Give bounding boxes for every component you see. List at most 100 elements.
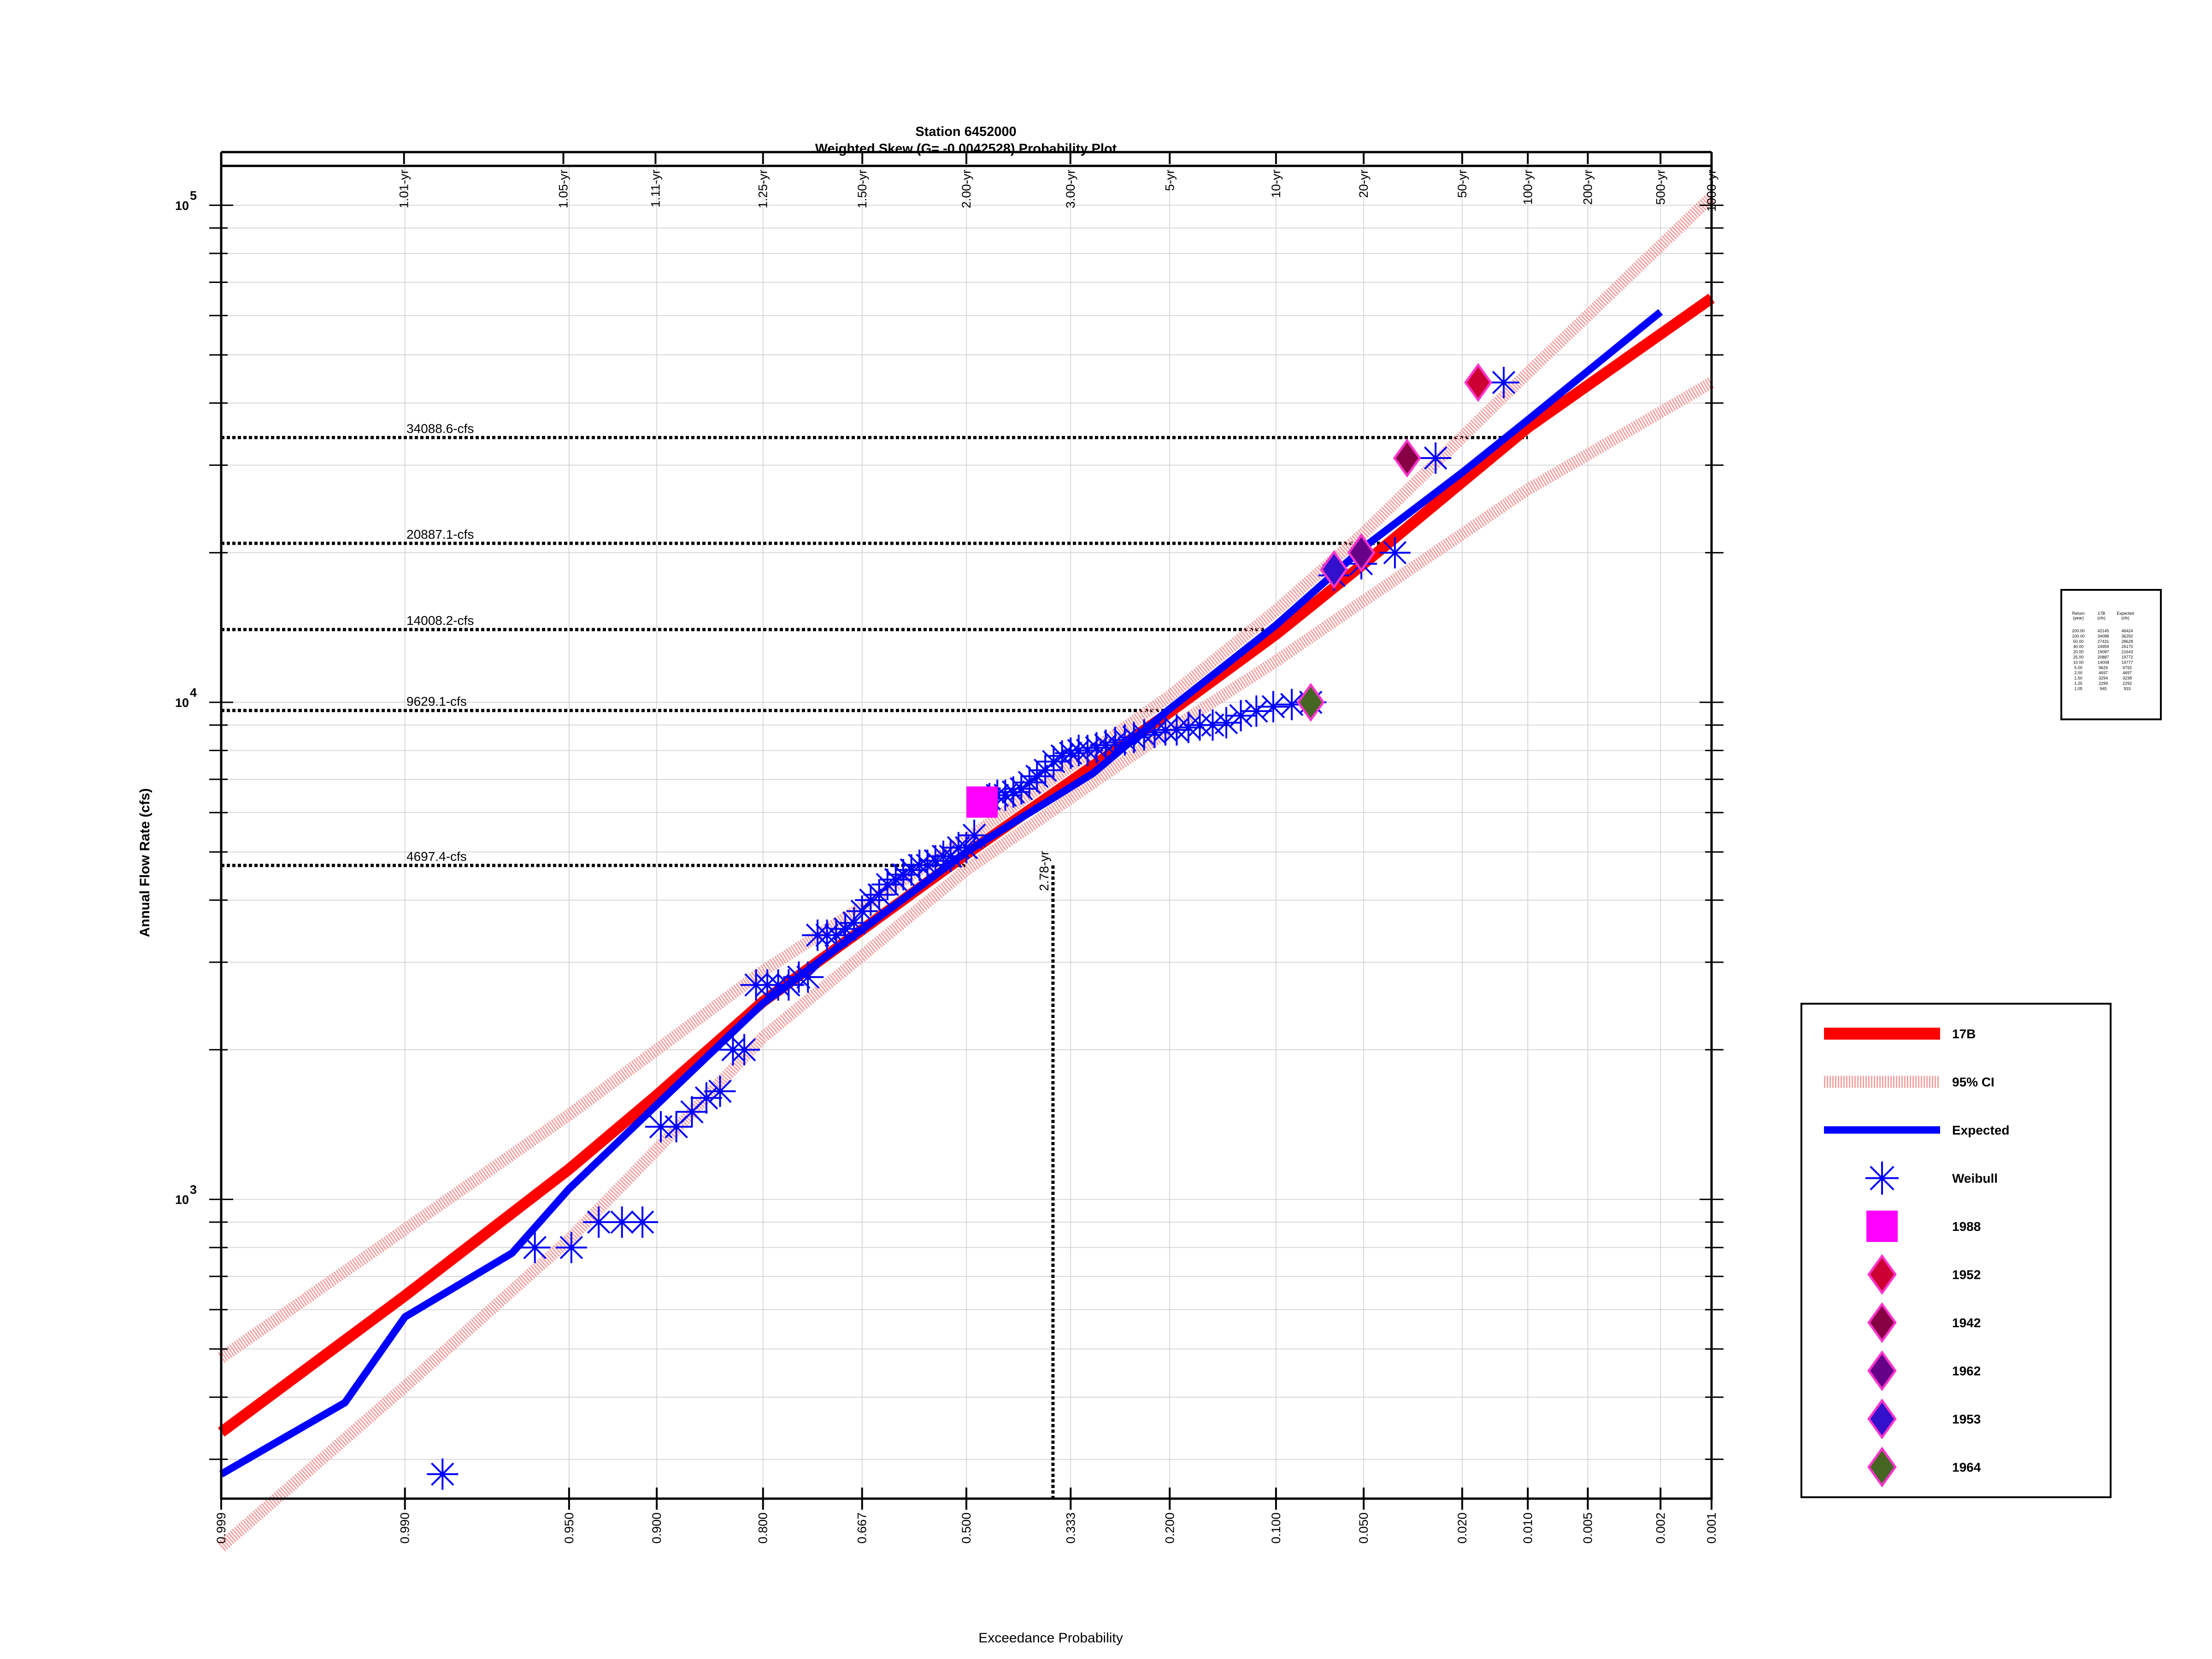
top-tick-label: 500-yr [1653,170,1667,205]
table-cell: 5.00 [2074,665,2083,670]
table-cell: 3294 [2099,676,2108,681]
table-cell: 945 [2100,686,2106,691]
weibull-point [1090,729,1122,761]
legend: 17B 95% CI Expected Weibull 1988 1952 1942 1962… [1800,1003,2112,1498]
x-axis-title: Exceedance Probability [978,1630,1123,1646]
weibull-point [888,859,919,891]
table-cell: 26170 [2121,644,2133,649]
weibull-point [1241,695,1272,727]
table-cell: 40.00 [2073,644,2084,649]
legend-swatch [1867,1302,1897,1343]
weibull-point [660,1111,692,1143]
y-tick-label: 104 [175,686,197,710]
table-cell: 9792 [2123,665,2132,670]
x-tick-label: 0.999 [214,1512,228,1544]
weibull-point [792,961,824,993]
table-cell: 19772 [2121,655,2133,659]
x-tick-label: 0.001 [1705,1512,1718,1544]
legend-swatch [1867,1447,1897,1488]
weibull-point [1420,442,1452,474]
chart-title: Station 6452000 [915,124,1016,139]
weibull-point [871,869,903,900]
weibull-point [555,1232,587,1264]
x-tick-label: 0.005 [1581,1512,1595,1544]
top-tick-label: 1.05-yr [557,170,571,208]
weibull-point [1013,766,1045,798]
legend-swatch [1866,1211,1898,1242]
x-tick-label: 0.667 [855,1512,869,1544]
reference-level-label: 20887.1-cfs [406,527,474,541]
reference-level-label: 9629.1-cfs [406,694,467,709]
top-tick-label: 1.25-yr [756,170,770,208]
table-cell: 10.00 [2073,660,2084,665]
legend-label: 95% CI [1952,1075,1994,1089]
plot-series [217,192,1716,1552]
marker-1964 [1296,682,1325,722]
legend-item: 1988 [1866,1211,1981,1242]
top-tick-label: 10-yr [1269,170,1283,198]
y-axis-title: Annual Flow Rate (cfs) [137,788,153,937]
weibull-point [1488,366,1520,398]
weibull-point [1128,719,1160,751]
y-tick-base: 10 [175,696,189,710]
legend-item: 1962 [1867,1350,1981,1391]
weibull-point [880,864,912,895]
weibull-point [519,1232,551,1264]
x-tick-label: 0.200 [1163,1512,1177,1544]
y-tick-base: 10 [175,199,189,212]
weibull-point [1118,722,1150,753]
table-cell: 3238 [2123,676,2132,681]
table-cell: 14777 [2121,660,2133,665]
legend-item: 95% CI [1824,1075,1994,1089]
table-cell: 2292 [2123,681,2132,686]
table-header: Return [2072,611,2084,616]
weibull-point [427,1458,459,1490]
table-cell: 20887 [2097,655,2109,659]
x-tick-label: 0.050 [1357,1512,1371,1544]
table-cell: 50.00 [2073,639,2084,644]
results-table-box [2060,589,2162,720]
x-tick-label: 0.990 [398,1512,412,1544]
marker-1962 [1347,533,1376,572]
marker-1952 [1464,363,1493,402]
top-tick-label: 1.50-yr [855,170,869,208]
weibull-point [1225,700,1257,731]
marker-1942 [1393,438,1421,478]
weibull-point [1081,732,1112,764]
top-tick-label: 100-yr [1521,170,1535,205]
x-tick-label: 0.800 [756,1512,770,1544]
top-tick-label: 50-yr [1455,170,1469,198]
table-cell: 933 [2124,686,2130,691]
y-tick-exponent: 4 [190,686,197,700]
y-tick-exponent: 5 [190,188,197,202]
legend-label: 17B [1952,1027,1976,1041]
legend-swatch [1865,1161,1899,1195]
y-tick-exponent: 3 [190,1183,197,1197]
table-cell: 42145 [2097,629,2109,633]
top-tick-label: 1.11-yr [648,170,662,207]
weibull-point [627,1206,659,1238]
table-cell: 14008 [2097,660,2109,665]
table-cell: 2.00 [2074,671,2083,675]
x-tick-label: 0.020 [1455,1512,1469,1544]
top-tick-label: 5-yr [1163,170,1177,191]
table-cell: 28628 [2121,639,2133,644]
reference-level-label: 4697.4-cfs [406,849,467,864]
weibull-point [1257,691,1289,723]
table-cell: 27431 [2097,639,2109,644]
table-cell: 1.25 [2074,681,2083,686]
legend-label: 1964 [1952,1460,1981,1475]
weibull-point [704,1076,736,1107]
legend-label: 1953 [1952,1412,1981,1426]
table-cell: 100.00 [2072,634,2085,638]
x-tick-label: 0.500 [959,1512,973,1544]
table-cell: 21643 [2121,650,2133,654]
legend-label: 1952 [1952,1268,1981,1282]
weibull-point [729,1034,760,1065]
legend-label: 1988 [1952,1219,1981,1234]
table-cell: 4697 [2123,671,2132,675]
reference-level-label: 14008.2-cfs [406,613,474,628]
return-period-marker-label: 2.78-yr [1037,851,1051,891]
x-tick-label: 0.900 [650,1512,664,1544]
table-header: (cfs) [2121,616,2130,620]
